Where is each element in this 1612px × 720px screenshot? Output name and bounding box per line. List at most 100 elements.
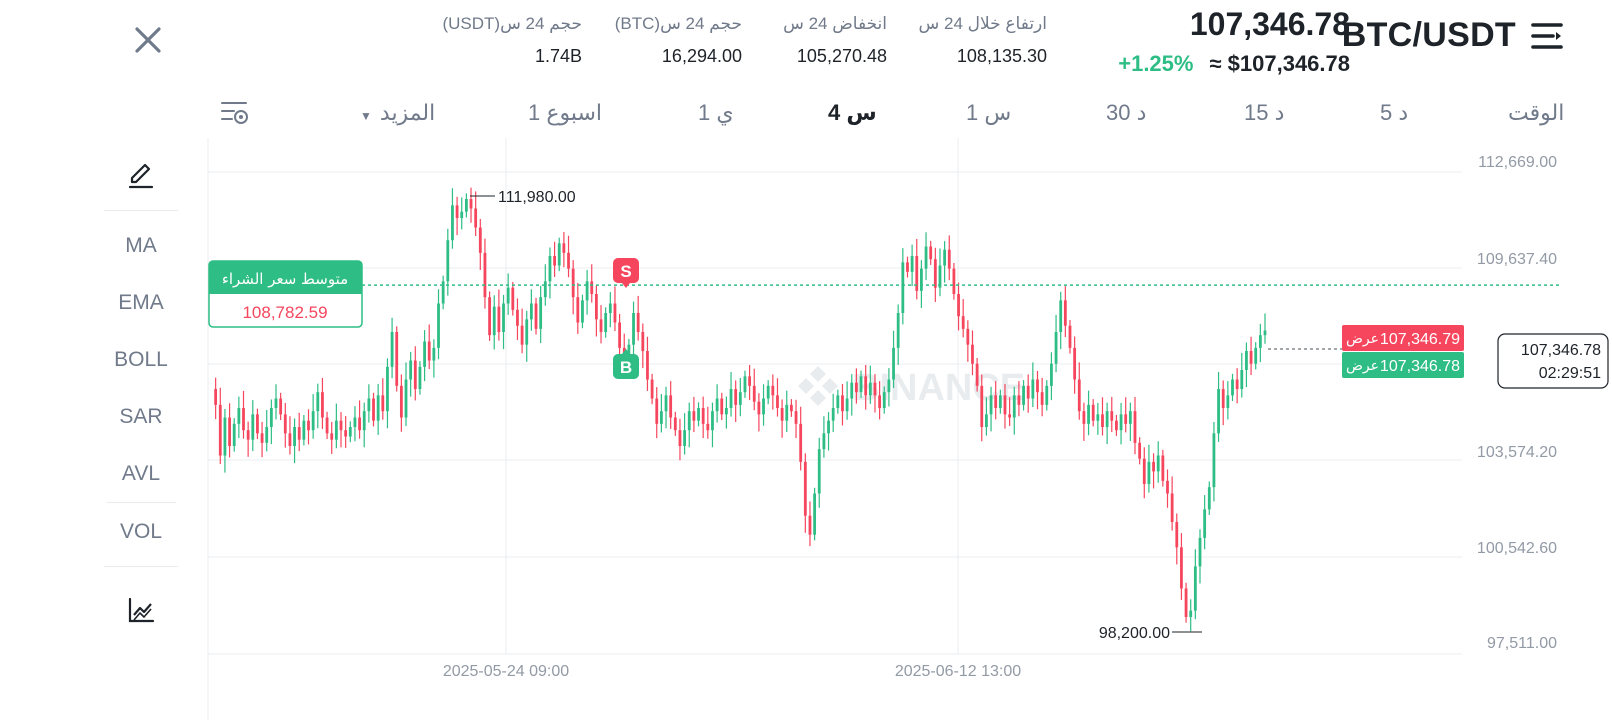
- candle-body: [771, 385, 775, 396]
- indicator-sar[interactable]: SAR: [119, 404, 163, 428]
- candle-body: [1087, 404, 1090, 424]
- candle-body: [325, 417, 329, 434]
- indicator-panel: MA EMA BOLL SAR AVL VOL: [104, 140, 178, 645]
- tab-5m[interactable]: 5 د: [1380, 100, 1409, 125]
- candle-body: [701, 408, 705, 424]
- candle-body: [506, 287, 510, 304]
- candle-body: [952, 268, 956, 295]
- y-tick-label: 109,637.40: [1477, 251, 1557, 268]
- candle-body: [1082, 411, 1086, 424]
- candle-body: [585, 281, 589, 301]
- candle-body: [1040, 392, 1044, 405]
- candle-body: [274, 398, 278, 409]
- sell-marker-pointer: [622, 283, 630, 288]
- candle-body: [1152, 461, 1155, 472]
- candle-body: [1133, 411, 1137, 443]
- candle-body: [1263, 330, 1267, 336]
- candle-body: [293, 427, 296, 447]
- close-button[interactable]: [128, 20, 168, 60]
- candle-body: [855, 382, 858, 393]
- candle-body: [1105, 411, 1109, 428]
- tab-1h[interactable]: 1 س: [966, 100, 1012, 125]
- buy-marker[interactable]: [613, 354, 639, 379]
- candle-body: [892, 347, 895, 380]
- candle-body: [539, 297, 543, 329]
- pair-selector[interactable]: BTC/USDT: [1342, 16, 1564, 55]
- candle-body: [887, 379, 891, 393]
- tab-4h[interactable]: 4 س: [828, 100, 877, 125]
- candle-body: [933, 259, 937, 288]
- candle-body: [451, 205, 454, 241]
- candle-body: [516, 309, 519, 326]
- candle-body: [757, 401, 761, 415]
- candle-body: [1063, 300, 1067, 326]
- candle-body: [427, 341, 431, 361]
- candle-body: [1091, 404, 1095, 421]
- candle-body: [1254, 347, 1258, 364]
- candle-body: [1184, 588, 1188, 618]
- y-tick-label: 112,669.00: [1478, 154, 1557, 171]
- candle-body: [1036, 379, 1039, 393]
- candle-body: [260, 433, 264, 443]
- tab-1d[interactable]: 1 ي: [698, 100, 734, 125]
- candle-body: [864, 376, 868, 396]
- candle-body: [831, 408, 835, 421]
- candle-body: [1142, 458, 1146, 485]
- candle-body: [339, 420, 343, 431]
- draw-tool-button[interactable]: [104, 140, 178, 210]
- candle-body: [302, 420, 306, 440]
- candle-body: [673, 417, 677, 431]
- pencil-icon: [128, 163, 154, 189]
- candle-body: [1003, 395, 1007, 415]
- sell-marker[interactable]: [613, 258, 639, 283]
- tab-30m[interactable]: 30 د: [1106, 100, 1147, 125]
- candle-body: [358, 417, 361, 431]
- candle-body: [664, 395, 668, 412]
- chart-settings-button[interactable]: [220, 98, 252, 128]
- candle-body: [1226, 395, 1230, 409]
- pair-name: BTC/USDT: [1341, 16, 1516, 54]
- candle-body: [1124, 414, 1128, 424]
- candle-body: [687, 411, 691, 431]
- candle-body: [975, 363, 979, 386]
- candle-body: [265, 427, 269, 443]
- stat-high-value: 108,135.30: [956, 46, 1047, 66]
- candle-body: [381, 395, 385, 412]
- candles: [214, 187, 1267, 632]
- stat-vol-btc-label: حجم 24 س(BTC): [614, 14, 742, 33]
- candle-body: [1166, 480, 1169, 494]
- sell-marker-label: S: [620, 262, 631, 281]
- candle-body: [502, 303, 505, 333]
- candle-body: [283, 414, 287, 434]
- candle-body: [590, 281, 594, 295]
- candle-body: [1258, 335, 1262, 348]
- candle-body: [372, 398, 375, 421]
- candle-body: [1017, 395, 1021, 405]
- indicator-list: MA EMA BOLL SAR AVL VOL: [104, 210, 178, 567]
- indicator-ma[interactable]: MA: [125, 233, 157, 257]
- candle-body: [813, 493, 817, 535]
- tab-1w[interactable]: 1 اسبوع: [528, 100, 603, 125]
- tab-more-label: المزيد: [379, 100, 436, 125]
- indicator-vol[interactable]: VOL: [119, 519, 163, 543]
- candle-body: [641, 332, 645, 352]
- candle-body: [1156, 455, 1160, 472]
- candle-body: [469, 199, 473, 209]
- indicator-boll[interactable]: BOLL: [114, 347, 168, 371]
- candle-body: [1128, 411, 1132, 424]
- candle-body: [799, 423, 803, 462]
- bid-price-tag: [1342, 352, 1464, 378]
- indicator-avl[interactable]: AVL: [121, 461, 161, 485]
- candle-body: [1031, 379, 1035, 399]
- current-price-box[interactable]: [1497, 333, 1609, 389]
- candle-body: [321, 392, 324, 418]
- indicator-ema[interactable]: EMA: [118, 290, 164, 314]
- indicators-button[interactable]: [104, 575, 178, 645]
- candle-body: [613, 303, 617, 323]
- tab-15m[interactable]: 15 د: [1244, 100, 1285, 125]
- candle-body: [344, 430, 348, 437]
- candle-body: [734, 389, 738, 405]
- candle-body: [1022, 385, 1025, 405]
- tab-more[interactable]: ▼ المزيد: [360, 100, 435, 126]
